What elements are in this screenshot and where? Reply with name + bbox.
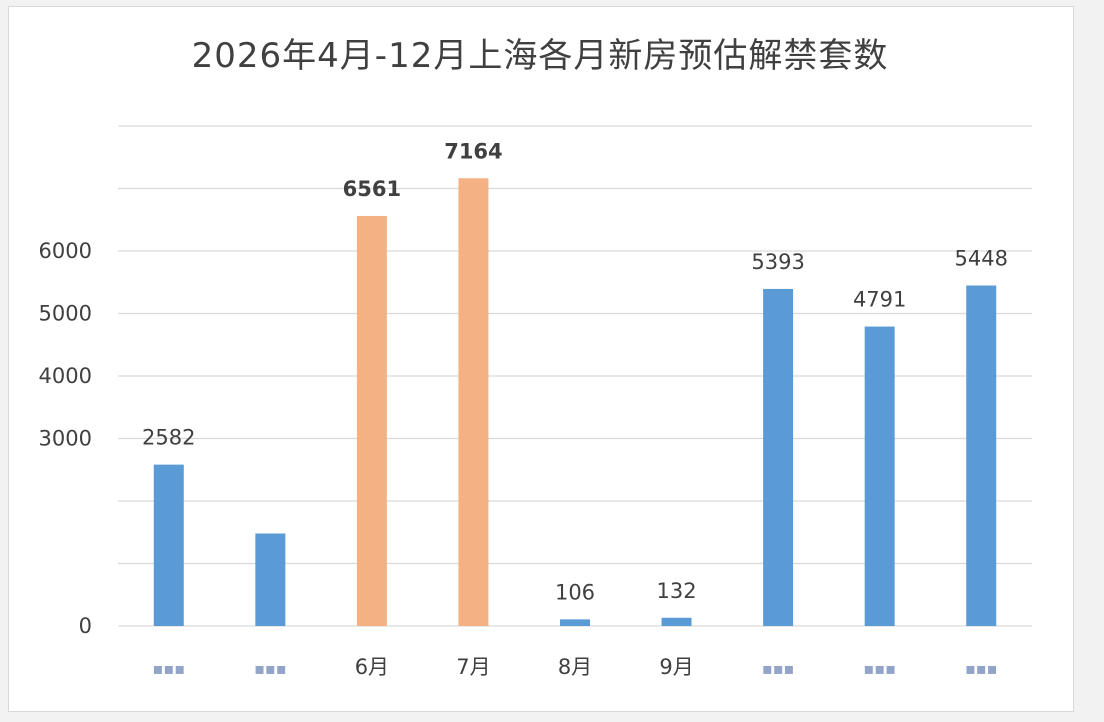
chart-title: 2026年4月-12月上海各月新房预估解禁套数 bbox=[191, 36, 889, 76]
x-tick-label: ▪▪▪ bbox=[965, 659, 998, 678]
y-axis-ticks: 0 3000 4000 5000 6000 bbox=[39, 239, 92, 638]
bar bbox=[864, 326, 895, 626]
data-labels: 2582 6561 7164 106 132 5393 4791 5448 bbox=[142, 139, 1008, 604]
x-tick-label: 9月 bbox=[659, 655, 693, 679]
x-tick-label: 8月 bbox=[558, 655, 592, 679]
data-label: 106 bbox=[555, 580, 595, 604]
data-label: 4791 bbox=[853, 288, 906, 312]
data-label: 7164 bbox=[444, 139, 502, 163]
x-tick-label: ▪▪▪ bbox=[762, 659, 795, 678]
x-tick-label: 6月 bbox=[355, 655, 389, 679]
data-label: 5393 bbox=[751, 250, 804, 274]
bar bbox=[966, 285, 997, 626]
bar bbox=[458, 178, 489, 626]
y-tick-label: 5000 bbox=[39, 302, 92, 326]
data-label: 6561 bbox=[343, 177, 401, 201]
gridlines bbox=[118, 125, 1032, 627]
bar bbox=[255, 533, 286, 626]
data-label: 5448 bbox=[954, 247, 1007, 271]
data-label: 2582 bbox=[142, 426, 195, 450]
y-tick-label: 0 bbox=[79, 614, 92, 638]
x-tick-label: 7月 bbox=[456, 655, 490, 679]
x-tick-label: ▪▪▪ bbox=[254, 659, 287, 678]
y-tick-label: 3000 bbox=[39, 427, 92, 451]
x-tick-label: ▪▪▪ bbox=[863, 659, 896, 678]
chart-frame bbox=[8, 6, 1074, 712]
bar bbox=[661, 617, 692, 626]
x-tick-label: ▪▪▪ bbox=[153, 659, 186, 678]
bar bbox=[560, 619, 590, 626]
bar bbox=[153, 464, 184, 626]
bars bbox=[153, 178, 997, 626]
bar bbox=[356, 215, 387, 626]
y-tick-label: 4000 bbox=[39, 364, 92, 388]
x-axis-labels: ▪▪▪ ▪▪▪ 6月 7月 8月 9月 ▪▪▪ ▪▪▪ ▪▪▪ bbox=[153, 655, 998, 679]
bar bbox=[763, 288, 794, 626]
y-tick-label: 6000 bbox=[39, 239, 92, 263]
data-label: 132 bbox=[657, 579, 697, 603]
